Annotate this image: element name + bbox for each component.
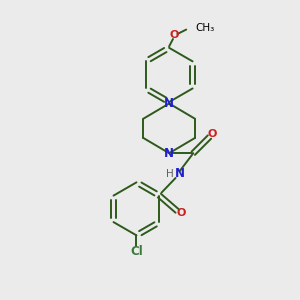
Text: N: N [164, 147, 174, 160]
Text: N: N [174, 167, 184, 180]
Text: Cl: Cl [130, 245, 143, 258]
Text: CH₃: CH₃ [195, 23, 214, 33]
Text: N: N [164, 97, 174, 110]
Text: O: O [208, 129, 217, 139]
Text: O: O [170, 31, 179, 40]
Text: H: H [166, 169, 173, 179]
Text: O: O [176, 208, 186, 218]
